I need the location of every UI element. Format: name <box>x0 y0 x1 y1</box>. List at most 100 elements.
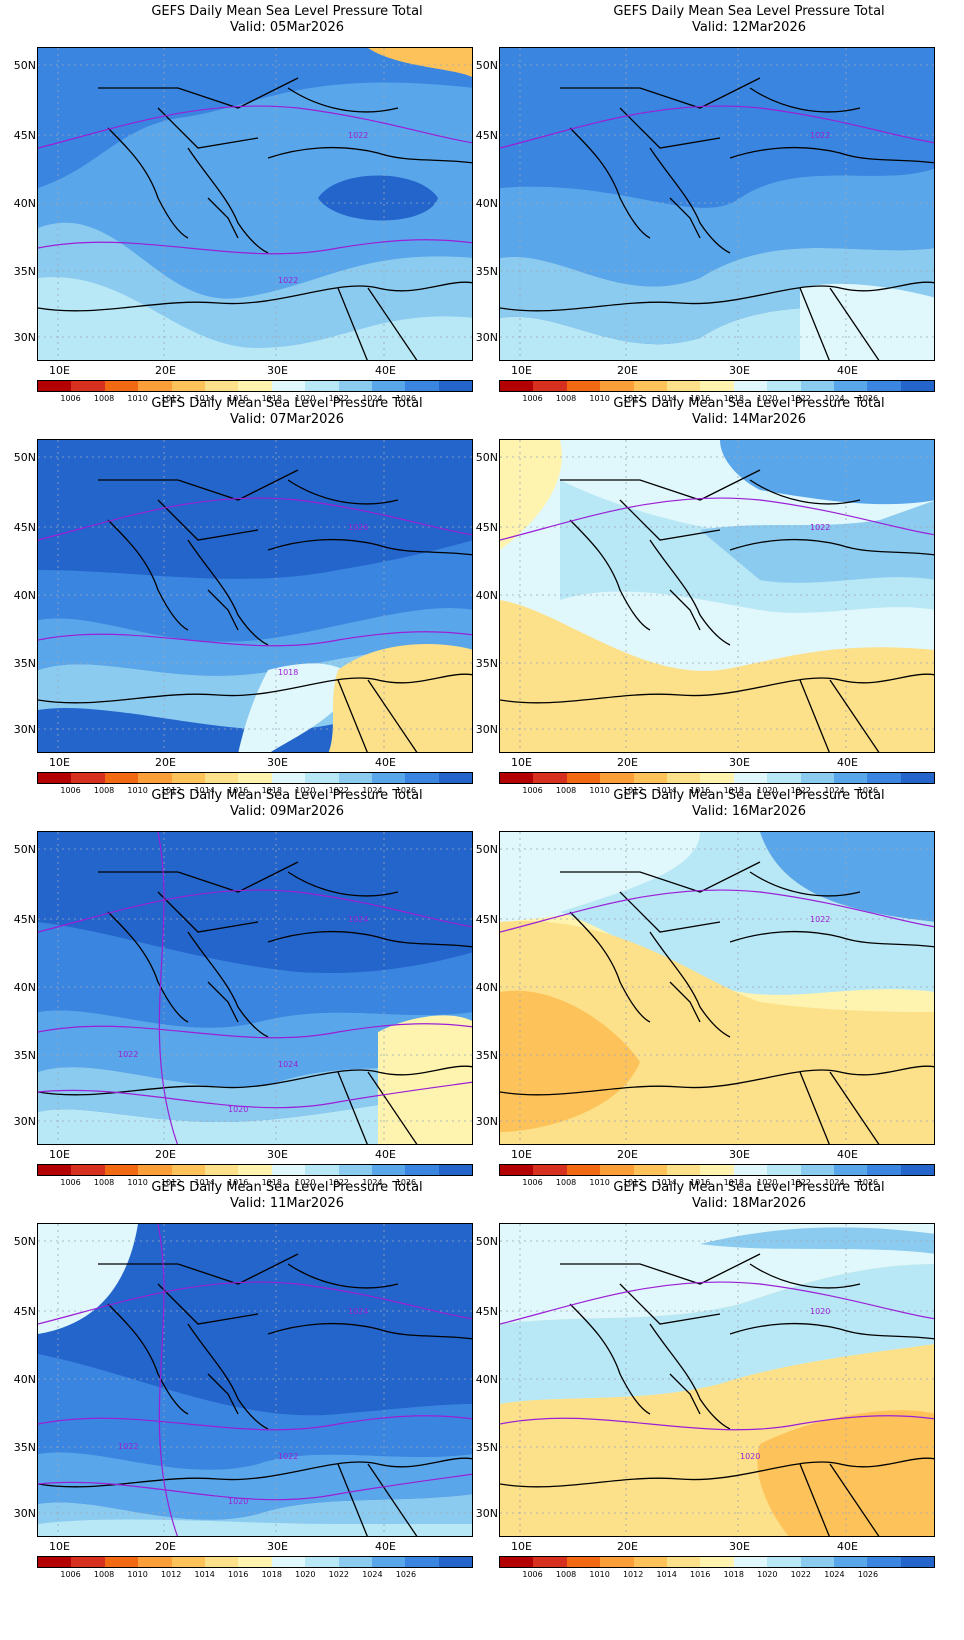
pressure-zone <box>38 277 472 360</box>
pressure-zone <box>38 1354 472 1470</box>
colorbar-swatch <box>405 1165 439 1175</box>
colorbar-label: 1008 <box>93 394 115 403</box>
coastline <box>799 679 830 752</box>
lat-tick-label: 45N <box>13 913 36 926</box>
colorbar-swatch <box>733 381 768 391</box>
colorbar-label: 1006 <box>60 786 81 795</box>
lat-tick-label: 40N <box>475 981 498 994</box>
colorbar-swatch <box>305 381 339 391</box>
colorbar-swatch <box>800 381 834 391</box>
isobar-label: 1022 <box>278 1452 298 1461</box>
colorbar-label: 1012 <box>622 786 644 795</box>
coastline <box>669 1373 701 1415</box>
lat-tick-label: 40N <box>475 197 498 210</box>
coastline <box>749 1263 861 1289</box>
panel-valid-date: Valid: 16Mar2026 <box>692 804 806 819</box>
colorbar-swatch <box>71 773 105 783</box>
colorbar-swatch <box>171 1557 205 1567</box>
lon-tick-label: 20E <box>617 1540 638 1553</box>
isobar-label: 1024 <box>348 1307 368 1316</box>
lat-tick-label: 50N <box>13 451 36 464</box>
colorbar-label: 1012 <box>160 1570 182 1579</box>
coastline <box>98 1253 299 1285</box>
lon-tick-label: 30E <box>729 1148 750 1161</box>
lon-tick-label: 40E <box>837 756 858 769</box>
colorbar <box>37 1556 473 1568</box>
panel-valid-date: Valid: 18Mar2026 <box>692 1196 806 1211</box>
coastline <box>729 930 934 948</box>
colorbar-label: 1006 <box>522 1570 543 1579</box>
lon-tick-label: 40E <box>837 1148 858 1161</box>
coastline <box>207 1373 239 1415</box>
colorbar-swatch <box>700 381 734 391</box>
lat-tick-label: 40N <box>13 981 36 994</box>
colorbar-swatch <box>271 381 306 391</box>
colorbar-label: 1018 <box>723 1570 744 1579</box>
panel-valid-date: Valid: 05Mar2026 <box>230 20 344 35</box>
colorbar-swatch <box>238 1557 272 1567</box>
panel-title: GEFS Daily Mean Sea Level Pressure Total… <box>137 788 437 820</box>
colorbar-swatch <box>533 773 567 783</box>
coastline <box>799 1463 830 1536</box>
colorbar-label: 1010 <box>127 394 148 403</box>
colorbar-label: 1016 <box>228 786 249 795</box>
coastline <box>649 147 731 254</box>
colorbar-swatch <box>533 381 567 391</box>
lon-tick-label: 10E <box>511 364 532 377</box>
lat-tick-label: 45N <box>475 129 498 142</box>
lat-tick-label: 30N <box>13 1115 36 1128</box>
colorbar-swatch <box>566 773 601 783</box>
lat-tick-label: 50N <box>13 843 36 856</box>
lat-tick-label: 35N <box>13 265 36 278</box>
coastline <box>649 931 731 1038</box>
colorbar-swatch <box>666 1557 701 1567</box>
colorbar-swatch <box>271 1557 306 1567</box>
colorbar <box>37 1164 473 1176</box>
colorbar-swatch <box>238 381 272 391</box>
lat-tick-label: 35N <box>13 657 36 670</box>
pressure-zone <box>38 1452 472 1520</box>
coastline <box>560 77 761 109</box>
coastline <box>729 1322 934 1340</box>
isobar-label: 1022 <box>810 523 830 532</box>
colorbar-swatch <box>767 381 801 391</box>
colorbar-label: 1022 <box>328 394 350 403</box>
colorbar-label: 1010 <box>589 1570 610 1579</box>
lon-tick-label: 20E <box>617 364 638 377</box>
lon-tick-label: 30E <box>729 364 750 377</box>
colorbar-swatch <box>138 773 172 783</box>
pressure-zone <box>38 1062 472 1122</box>
colorbar-swatch <box>800 1557 834 1567</box>
pressure-zone <box>238 663 358 752</box>
colorbar-swatch <box>104 381 139 391</box>
colorbar-label: 1006 <box>60 1570 81 1579</box>
coastline <box>337 287 368 360</box>
pressure-zone <box>500 832 700 922</box>
colorbar-swatch <box>204 381 239 391</box>
colorbar-label: 1026 <box>395 786 417 795</box>
pressure-map: 1024 1022 1022 1020 <box>37 1223 473 1537</box>
colorbar-label: 1026 <box>857 1178 879 1187</box>
lat-tick-label: 50N <box>475 1235 498 1248</box>
colorbar-swatch <box>867 1557 901 1567</box>
coastline <box>749 871 861 897</box>
lon-tick-label: 10E <box>511 756 532 769</box>
pressure-zone <box>38 1092 472 1144</box>
coastline <box>560 1253 761 1285</box>
colorbar-label: 1016 <box>228 1178 249 1187</box>
colorbar-label: 1008 <box>93 1570 115 1579</box>
isobar-label: 1022 <box>118 1050 138 1059</box>
coastline <box>829 679 880 752</box>
coastline <box>367 1071 418 1144</box>
colorbar-swatch <box>700 773 734 783</box>
coastline <box>619 1283 721 1325</box>
coastline <box>829 287 880 360</box>
lat-tick-label: 40N <box>13 1373 36 1386</box>
coastline <box>569 911 651 1023</box>
coastline <box>98 77 299 109</box>
colorbar-label: 1020 <box>295 1178 316 1187</box>
coastline <box>337 1463 368 1536</box>
coastline <box>107 1303 189 1415</box>
colorbar-swatch <box>600 381 634 391</box>
coastline <box>38 673 472 704</box>
